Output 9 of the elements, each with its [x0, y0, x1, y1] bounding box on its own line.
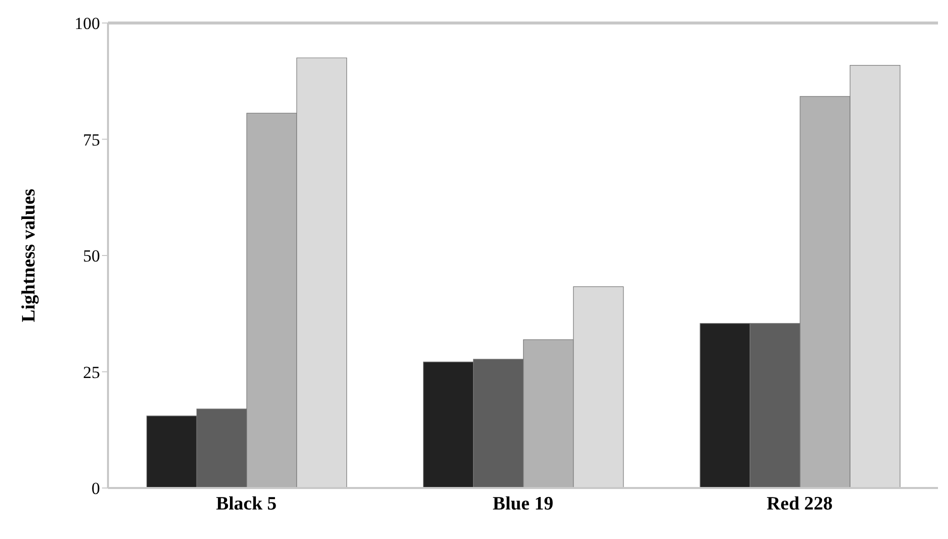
y-tick-label: 25 [83, 362, 100, 382]
x-tick-label: Blue 19 [492, 493, 554, 514]
y-tick-label: 100 [74, 14, 100, 34]
y-axis-title: Lightness values [18, 188, 40, 322]
y-tick-label: 75 [83, 130, 100, 150]
x-tick-label: Black 5 [216, 493, 277, 514]
x-tick-label: Red 228 [766, 493, 833, 514]
y-tick-label: 0 [92, 479, 100, 498]
y-tick-label: 50 [83, 246, 100, 266]
